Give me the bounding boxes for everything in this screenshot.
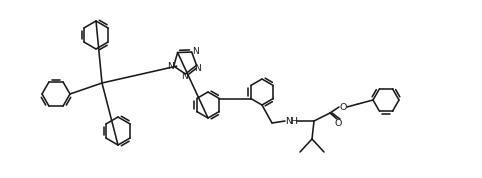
Text: N: N <box>192 47 199 56</box>
Text: N: N <box>181 72 188 82</box>
Text: O: O <box>335 119 342 127</box>
Text: H: H <box>291 116 297 125</box>
Text: O: O <box>339 103 347 111</box>
Text: N: N <box>167 62 174 71</box>
Text: N: N <box>194 64 201 73</box>
Text: N: N <box>285 116 293 125</box>
